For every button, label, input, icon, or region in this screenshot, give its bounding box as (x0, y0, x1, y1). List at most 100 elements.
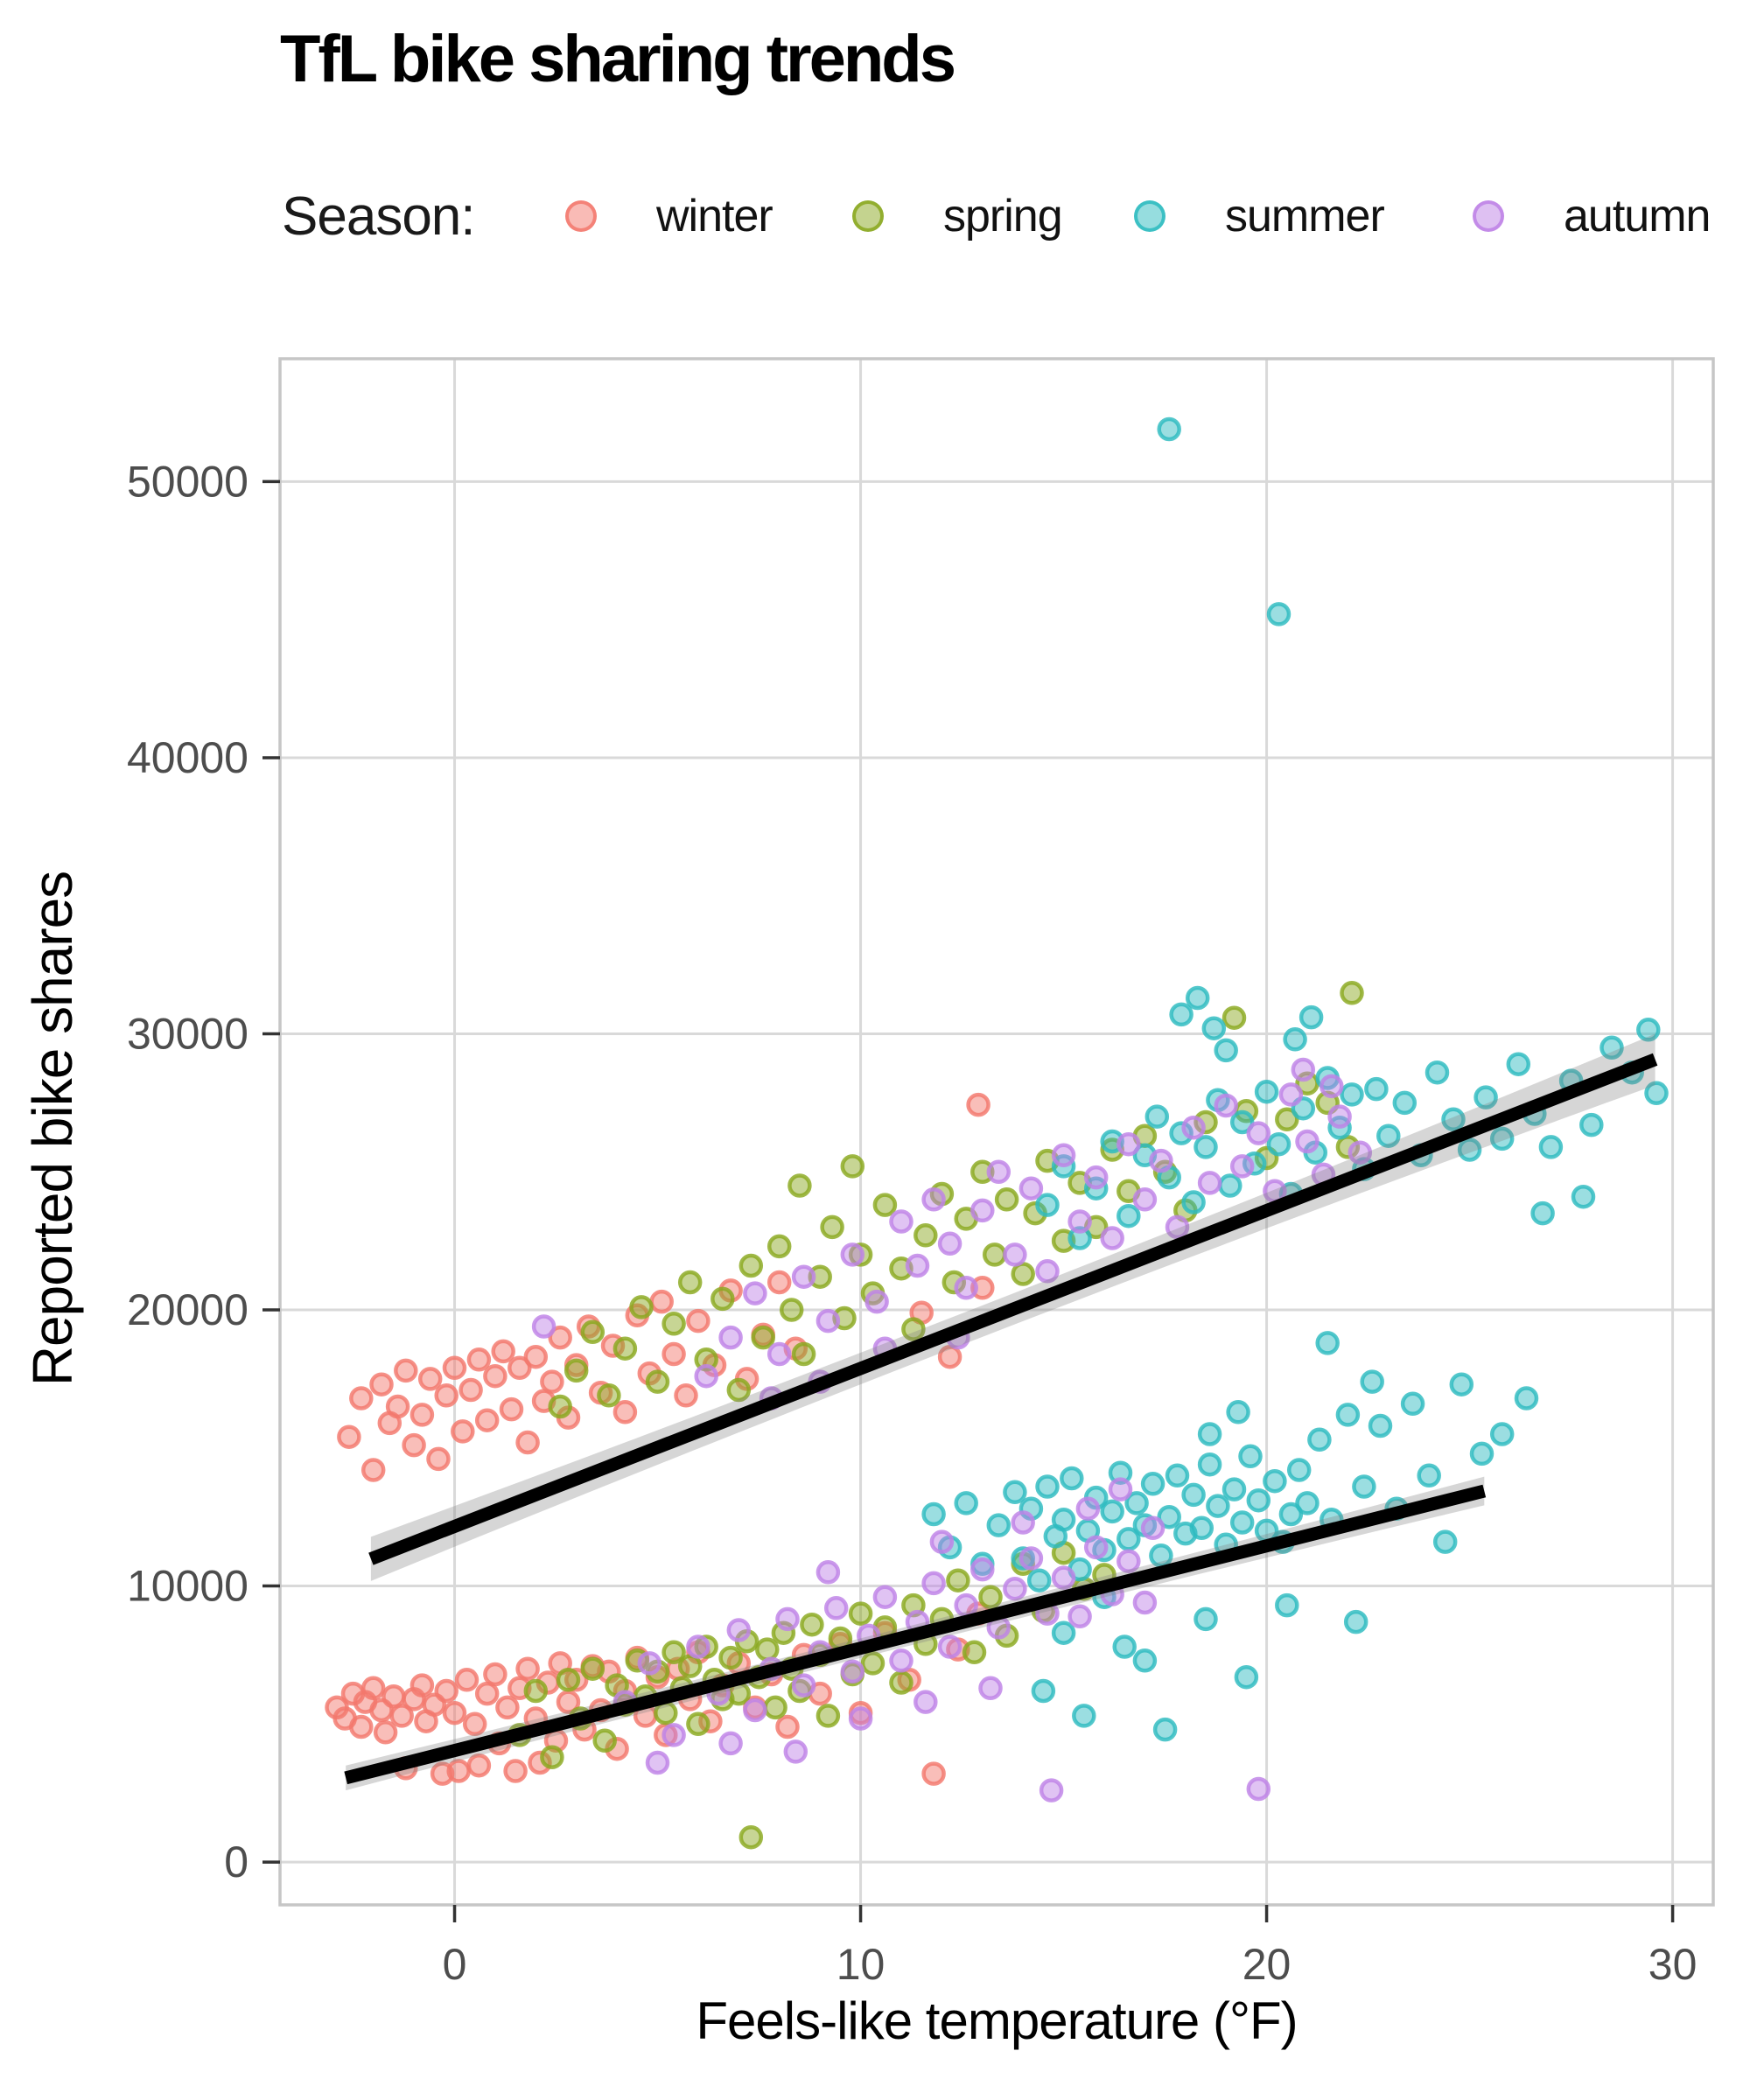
data-point-autumn (954, 1276, 978, 1300)
data-point-summer (1157, 1504, 1181, 1530)
data-point-winter (349, 1386, 374, 1410)
x-tick-label: 10 (836, 1940, 886, 1989)
data-point-winter (556, 1690, 581, 1714)
data-point-winter (483, 1662, 508, 1687)
data-point-autumn (1246, 1121, 1271, 1145)
data-point-summer (1197, 1422, 1222, 1446)
y-tick-label: 50000 (127, 457, 248, 506)
data-point-autumn (1291, 1057, 1316, 1082)
x-axis-title: Feels-like temperature (°F) (696, 1992, 1297, 2050)
data-point-winter (548, 1325, 572, 1350)
data-point-summer (1263, 1468, 1287, 1494)
trend-line (368, 1053, 1658, 1565)
data-point-summer (1238, 1444, 1263, 1469)
data-point-autumn (1083, 1535, 1109, 1560)
winter-marker-icon (565, 200, 597, 232)
data-point-autumn (783, 1740, 808, 1764)
data-point-spring (788, 1173, 812, 1198)
data-point-spring (548, 1394, 572, 1419)
spring-marker-icon (852, 200, 884, 232)
autumn-marker-icon (1473, 200, 1504, 232)
data-point-spring (580, 1320, 606, 1345)
data-point-autumn (1003, 1576, 1027, 1601)
data-point-spring (1011, 1262, 1035, 1286)
data-point-autumn (840, 1242, 865, 1267)
data-point-autumn (840, 1659, 865, 1684)
data-point-summer (1376, 1124, 1401, 1148)
data-point-winter (462, 1712, 487, 1737)
data-point-winter (937, 1344, 962, 1369)
data-point-summer (1514, 1386, 1539, 1410)
data-point-winter (360, 1458, 386, 1482)
data-point-autumn (872, 1585, 898, 1609)
data-point-summer (1149, 1544, 1173, 1568)
data-point-winter (495, 1695, 520, 1720)
data-point-autumn (816, 1308, 841, 1334)
data-point-summer (1124, 1491, 1149, 1516)
data-point-autumn (791, 1264, 816, 1289)
data-point-winter (451, 1419, 475, 1444)
data-point-winter (499, 1396, 524, 1422)
data-point-summer (1100, 1499, 1124, 1524)
data-point-summer (1489, 1422, 1515, 1446)
data-point-summer (1474, 1085, 1498, 1110)
data-point-winter (474, 1681, 500, 1706)
data-point-winter (674, 1383, 698, 1408)
data-point-summer (1185, 985, 1210, 1011)
data-point-winter (373, 1720, 398, 1745)
legend-item-spring: spring (852, 186, 1063, 246)
data-point-summer (1169, 1002, 1194, 1027)
data-point-spring (820, 1214, 844, 1240)
data-point-summer (1068, 1226, 1092, 1250)
y-tick-label: 40000 (127, 733, 248, 782)
tick-labels: 0 10 20 30 0 10000 20000 30000 40000 50000 (127, 457, 1697, 1989)
data-point-autumn (1197, 1171, 1222, 1195)
data-point-summer (1011, 1546, 1035, 1571)
data-point-winter (775, 1714, 800, 1740)
data-point-winter (446, 1759, 471, 1783)
data-point-winter (515, 1656, 540, 1681)
data-point-spring (860, 1651, 886, 1676)
data-point-spring (982, 1242, 1007, 1267)
data-point-spring (612, 1336, 638, 1361)
data-point-autumn (1320, 1074, 1344, 1099)
data-point-spring (1340, 981, 1364, 1005)
data-point-summer (1214, 1038, 1238, 1063)
data-point-autumn (662, 1723, 686, 1747)
data-point-summer (1026, 1568, 1052, 1592)
data-point-autumn (1018, 1176, 1044, 1200)
data-point-summer (1197, 1452, 1222, 1477)
data-point-spring (677, 1654, 703, 1678)
data-point-autumn (1140, 1516, 1166, 1541)
trend-line (344, 1484, 1487, 1785)
data-point-winter (612, 1400, 638, 1424)
data-point-autumn (921, 1571, 946, 1596)
data-point-spring (1194, 1110, 1218, 1135)
data-point-autumn (1075, 1496, 1101, 1521)
data-point-summer (1165, 1463, 1190, 1488)
data-point-summer (1571, 1184, 1596, 1209)
data-point-spring (629, 1295, 654, 1320)
data-point-summer (1644, 1081, 1669, 1106)
data-point-winter (434, 1383, 458, 1408)
data-point-autumn (694, 1363, 718, 1389)
x-tick-label: 30 (1648, 1940, 1698, 1989)
data-point-autumn (864, 1289, 889, 1314)
data-point-spring (946, 1568, 970, 1592)
legend-item-summer: summer (1134, 186, 1385, 246)
data-point-summer (1157, 416, 1181, 442)
data-point-autumn (791, 1673, 816, 1698)
data-point-autumn (970, 1557, 995, 1582)
data-point-summer (954, 1491, 978, 1516)
y-tick-label: 0 (224, 1838, 248, 1886)
data-point-autumn (889, 1209, 914, 1234)
trend-lines (344, 1053, 1658, 1785)
data-point-autumn (1181, 1116, 1206, 1140)
data-point-winter (474, 1408, 500, 1432)
y-tick-label: 10000 (127, 1562, 248, 1611)
data-point-summer (1051, 1620, 1076, 1645)
data-point-autumn (1051, 1143, 1076, 1168)
data-point-summer (1307, 1427, 1332, 1452)
data-point-winter (503, 1759, 528, 1783)
data-point-summer (1530, 1200, 1555, 1226)
